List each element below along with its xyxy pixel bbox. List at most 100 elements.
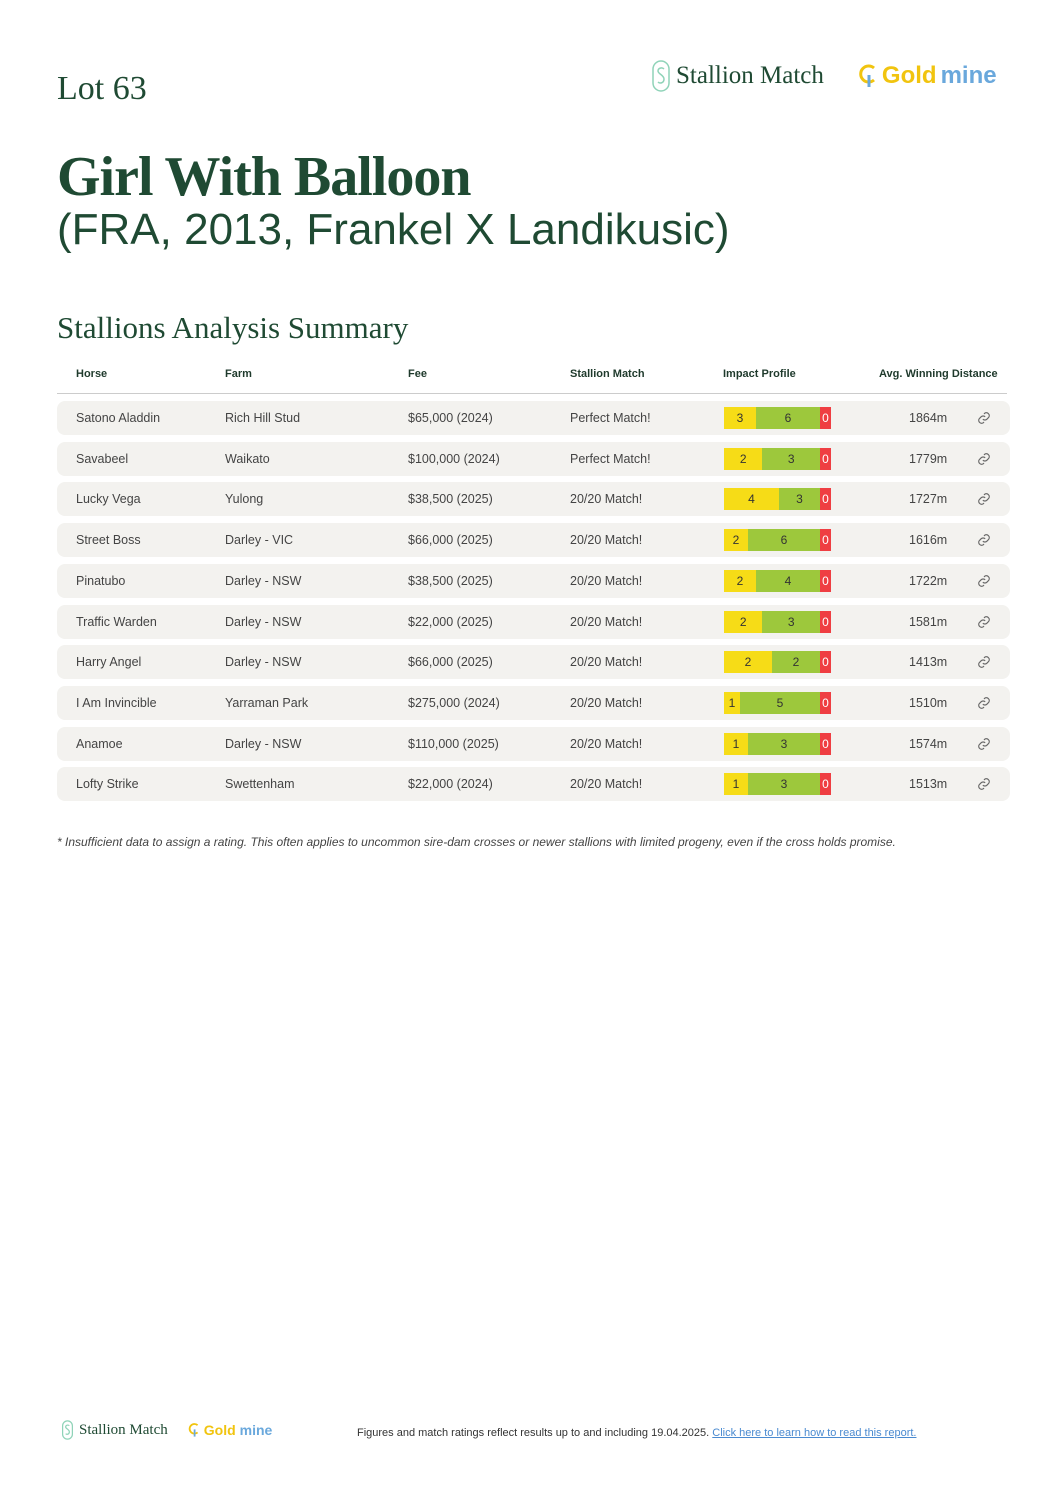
fee-cell: $38,500 (2025) — [408, 573, 493, 588]
farm-cell: Swettenham — [225, 777, 295, 792]
col-stallion-match: Stallion Match — [570, 368, 645, 380]
stallion-match-logo: Stallion Match — [652, 60, 824, 92]
horse-name-cell: Lucky Vega — [76, 492, 141, 507]
horse-name-cell: Savabeel — [76, 451, 129, 466]
fee-cell: $38,500 (2025) — [408, 492, 493, 507]
farm-cell: Darley - NSW — [225, 614, 302, 629]
goldmine-logo: Gold mine — [858, 62, 997, 90]
farm-cell: Darley - NSW — [225, 655, 302, 670]
col-fee: Fee — [408, 368, 427, 380]
impact-green-segment: 3 — [762, 610, 820, 633]
fee-cell: $100,000 (2024) — [408, 451, 500, 466]
table-row: Traffic Warden Darley - NSW $22,000 (2025)… — [57, 604, 1010, 639]
impact-yellow-segment: 2 — [724, 447, 763, 470]
horse-name-cell: I Am Invincible — [76, 695, 157, 710]
link-icon[interactable] — [977, 615, 991, 632]
link-icon[interactable] — [977, 696, 991, 713]
stallion-match-cell: 20/20 Match! — [570, 573, 643, 588]
link-icon[interactable] — [977, 574, 991, 591]
impact-green-segment: 6 — [756, 407, 820, 429]
stallion-match-cell: 20/20 Match! — [570, 695, 643, 710]
farm-cell: Waikato — [225, 451, 270, 466]
fee-cell: $110,000 (2025) — [408, 736, 499, 751]
farm-cell: Yarraman Park — [225, 695, 309, 710]
table-row: Lucky Vega Yulong $38,500 (2025) 20/20 Matc… — [57, 482, 1010, 517]
table-row: Street Boss Darley - VIC $66,000 (2025) 20/… — [57, 523, 1010, 558]
col-impact-profile: Impact Profile — [723, 368, 796, 380]
link-icon[interactable] — [977, 737, 991, 754]
horse-name-cell: Street Boss — [76, 533, 141, 548]
impact-green-segment: 4 — [756, 569, 820, 592]
impact-red-segment: 0 — [819, 447, 831, 470]
farm-cell: Rich Hill Stud — [225, 411, 301, 425]
impact-red-segment: 0 — [820, 773, 831, 796]
goldmine-g-icon — [859, 64, 875, 87]
impact-yellow-segment: 1 — [724, 732, 748, 755]
farm-cell: Yulong — [225, 492, 264, 507]
avg-distance-cell: 1722m — [909, 573, 948, 588]
horse-name-cell: Pinatubo — [76, 573, 126, 588]
fee-cell: $22,000 (2025) — [408, 614, 493, 629]
footer-logos: Stallion Match Gold mine — [62, 1420, 272, 1440]
fee-cell: $66,000 (2025) — [408, 655, 493, 670]
horse-name-cell: Traffic Warden — [76, 614, 157, 629]
col-horse: Horse — [76, 368, 108, 380]
horse-name-cell: Anamoe — [76, 736, 123, 751]
stallion-match-emblem-icon — [62, 1420, 73, 1440]
footnote: * Insufficient data to assign a rating. … — [57, 835, 896, 849]
impact-green-segment: 3 — [778, 488, 820, 511]
avg-distance-cell: 1574m — [909, 736, 948, 751]
col-farm: Farm — [225, 368, 252, 380]
avg-distance-cell: 1779m — [909, 451, 948, 466]
link-icon[interactable] — [977, 492, 991, 509]
table-row: Savabeel Waikato $100,000 (2024) Perfect Ma… — [57, 441, 1010, 476]
footer-text: Figures and match ratings reflect result… — [357, 1427, 917, 1439]
link-icon[interactable] — [977, 655, 991, 672]
stallion-match-cell: 20/20 Match! — [570, 614, 643, 629]
goldmine-logo: Gold mine — [188, 1422, 272, 1438]
header-logos: Stallion Match Gold mine — [652, 60, 997, 92]
impact-yellow-segment: 2 — [724, 610, 763, 633]
link-icon[interactable] — [977, 533, 991, 550]
table-row: Harry Angel Darley - NSW $66,000 (2025) 20/… — [57, 645, 1010, 680]
lot-number: Lot 63 — [57, 70, 147, 107]
avg-distance-cell: 1581m — [909, 614, 948, 629]
impact-red-segment: 0 — [820, 651, 831, 674]
avg-distance-cell: 1616m — [909, 533, 948, 548]
impact-red-segment: 0 — [820, 691, 831, 714]
horse-name-cell: Lofty Strike — [76, 777, 139, 792]
farm-cell: Darley - NSW — [225, 573, 302, 588]
goldmine-g-icon — [188, 1423, 198, 1437]
impact-green-segment: 3 — [748, 773, 820, 796]
link-icon[interactable] — [977, 777, 991, 794]
stallion-match-cell: 20/20 Match! — [570, 736, 643, 751]
table-header: Horse Farm Fee Stallion Match Impact Pro… — [57, 366, 1007, 394]
impact-yellow-segment: 2 — [724, 651, 772, 674]
impact-red-segment: 0 — [820, 732, 831, 755]
link-icon[interactable] — [977, 411, 991, 428]
impact-yellow-segment: 4 — [724, 488, 779, 511]
fee-cell: $275,000 (2024) — [408, 695, 500, 710]
avg-distance-cell: 1413m — [909, 655, 948, 670]
impact-green-segment: 3 — [762, 447, 820, 470]
stallion-match-cell: 20/20 Match! — [570, 533, 643, 548]
section-title: Stallions Analysis Summary — [57, 310, 409, 345]
col-avg-distance: Avg. Winning Distance — [879, 368, 998, 380]
stallion-match-logo: Stallion Match — [62, 1420, 168, 1440]
link-icon[interactable] — [977, 452, 991, 469]
impact-green-segment: 5 — [740, 691, 820, 714]
avg-distance-cell: 1727m — [909, 492, 948, 507]
farm-cell: Darley - NSW — [225, 736, 302, 751]
horse-name: Girl With Balloon — [57, 146, 471, 208]
farm-cell: Darley - VIC — [225, 533, 294, 548]
read-report-link[interactable]: Click here to learn how to read this rep… — [712, 1427, 917, 1439]
horse-name-cell: Satono Aladdin — [76, 411, 161, 425]
impact-red-segment: 0 — [820, 529, 831, 552]
impact-yellow-segment: 2 — [724, 529, 748, 552]
impact-green-segment: 3 — [748, 732, 820, 755]
